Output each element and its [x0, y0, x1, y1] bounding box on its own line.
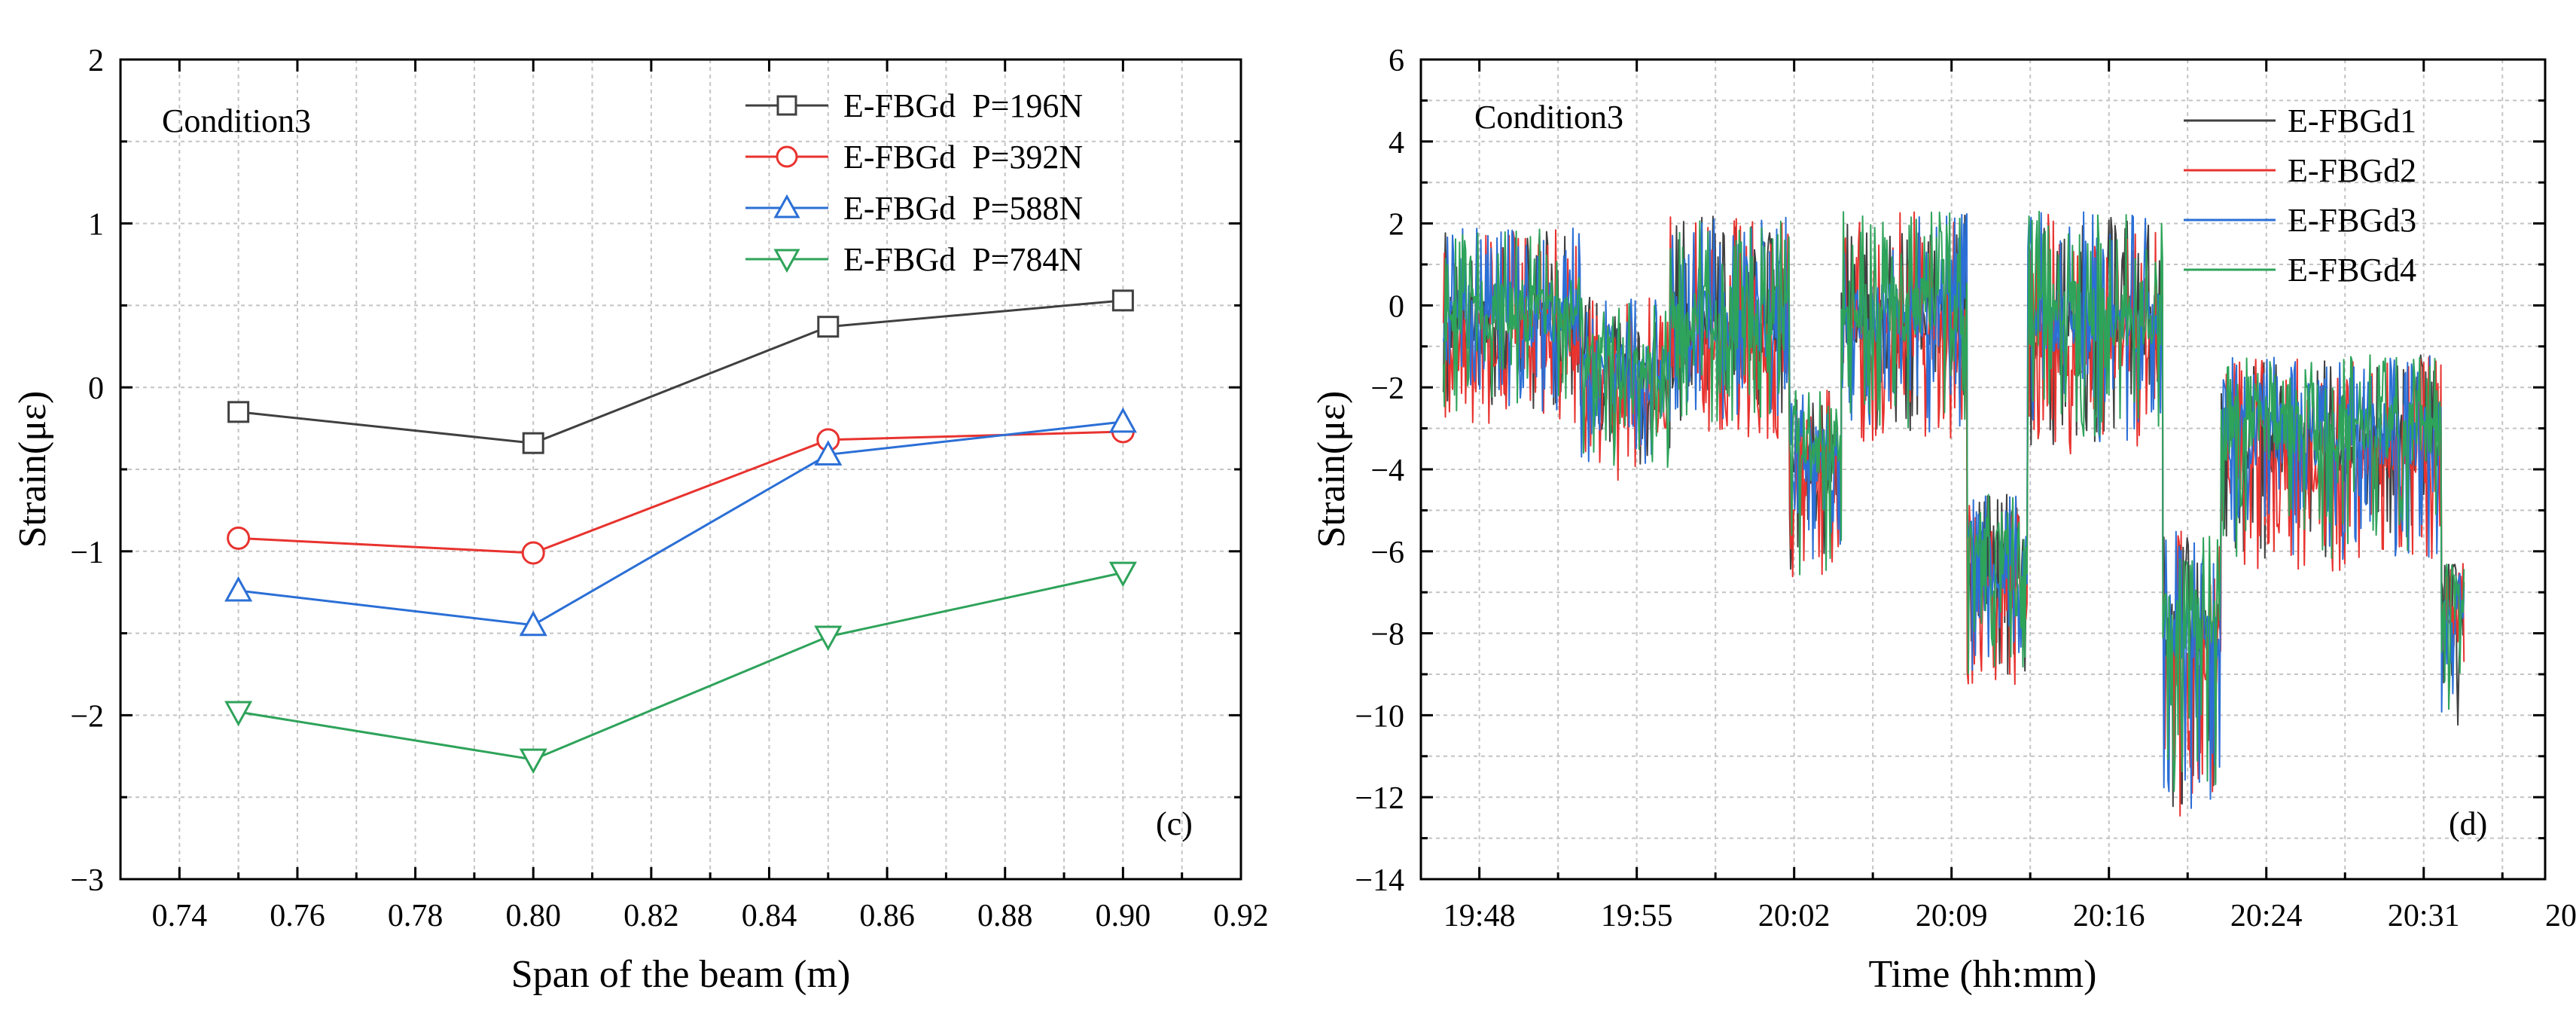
x-tick-label: 20:16 — [2073, 899, 2145, 933]
x-tick-label: 0.78 — [388, 899, 444, 933]
legend-label-4: E-FBGd P=784N — [843, 241, 1083, 278]
x-tick-label: 20:24 — [2230, 899, 2303, 933]
y-tick-label: 4 — [1389, 126, 1404, 160]
data-point-s3-1 — [224, 576, 253, 602]
x-tick-label: 0.82 — [623, 899, 679, 933]
x-tick-label: 19:48 — [1443, 899, 1516, 933]
x-tick-label: 0.74 — [152, 899, 208, 933]
x-tick-label: 19:55 — [1601, 899, 1673, 933]
legend-c: E-FBGd P=196N E-FBGd P=392N E-FBGd P=588N E… — [745, 87, 1083, 278]
y-tick-label: −8 — [1370, 618, 1404, 652]
y-tick-label: 0 — [1389, 289, 1404, 324]
y-tick-label: 6 — [1389, 44, 1404, 78]
series-line-4 — [238, 571, 1123, 761]
x-tick-label: 0.88 — [977, 899, 1033, 933]
data-point-s1-4 — [1111, 289, 1134, 312]
data-point-s3-4 — [1108, 407, 1137, 433]
data-point-s2-2 — [521, 541, 545, 565]
data-point-s3-3 — [814, 440, 843, 466]
series-c — [224, 289, 1137, 774]
data-point-s4-3 — [814, 625, 843, 652]
panel-label-d: (d) — [2449, 805, 2487, 842]
legend-d: E-FBGd1 E-FBGd2 E-FBGd3 E-FBGd4 — [2184, 102, 2416, 289]
y-tick-label: −6 — [1370, 536, 1404, 570]
series-d — [1442, 210, 2465, 817]
series-line-3 — [238, 420, 1123, 627]
x-tick-label: 20:38 — [2545, 899, 2576, 933]
y-tick-label: 0 — [88, 371, 104, 406]
x-tick-label: 0.92 — [1213, 899, 1269, 933]
x-tick-label: 0.90 — [1096, 899, 1151, 933]
legend-label-4: E-FBGd4 — [2288, 252, 2416, 289]
data-point-s1-1 — [227, 401, 250, 423]
data-point-s4-4 — [1108, 561, 1137, 588]
x-axis-title-c: Span of the beam (m) — [511, 953, 851, 996]
grid-d — [1421, 60, 2545, 879]
ticks-c: −3 −2 −1 0 1 2 0.74 0.76 0.78 0.80 0.82 0.84 0.86 0.8… — [70, 44, 1268, 933]
condition-label-c: Condition3 — [162, 102, 311, 139]
data-point-s4-1 — [224, 701, 253, 727]
y-tick-label: 2 — [88, 44, 104, 78]
legend-label-3: E-FBGd P=588N — [843, 190, 1083, 227]
x-tick-label: 0.80 — [505, 899, 561, 933]
x-tick-label: 20:09 — [1916, 899, 1988, 933]
y-tick-label: −14 — [1355, 863, 1404, 898]
y-tick-label: −2 — [1370, 371, 1404, 406]
x-tick-label: 20:02 — [1758, 899, 1831, 933]
y-tick-label: −12 — [1355, 781, 1404, 816]
series-line-2 — [238, 430, 1123, 554]
y-tick-label: 2 — [1389, 208, 1404, 243]
data-point-s1-3 — [817, 316, 840, 338]
legend-marker-1 — [776, 95, 797, 116]
y-tick-label: −10 — [1355, 699, 1404, 734]
chart-panel-c: −3 −2 −1 0 1 2 0.74 0.76 0.78 0.80 0.82 0.84 0.86 0.8… — [11, 44, 1269, 996]
condition-label-d: Condition3 — [1474, 99, 1623, 136]
y-tick-label: −4 — [1370, 454, 1404, 488]
legend-label-2: E-FBGd P=392N — [843, 139, 1083, 176]
y-tick-label: −2 — [70, 699, 104, 734]
x-tick-label: 20:31 — [2388, 899, 2460, 933]
grid-c — [120, 60, 1242, 879]
legend-marker-2 — [776, 145, 798, 168]
legend-label-3: E-FBGd3 — [2288, 202, 2416, 239]
y-axis-title-d: Strain(με) — [1310, 391, 1353, 548]
x-tick-label: 0.76 — [270, 899, 325, 933]
chart-panel-d: −14 −12 −10 −8 −6 −4 −2 0 2 4 6 19:48 19:55 20:02 20:0… — [1310, 44, 2576, 996]
x-tick-label: 0.84 — [742, 899, 797, 933]
panel-label-c: (c) — [1156, 805, 1193, 842]
data-point-s1-2 — [522, 432, 544, 454]
legend-label-2: E-FBGd2 — [2288, 152, 2416, 189]
data-point-s4-2 — [519, 748, 547, 774]
x-axis-title-d: Time (hh:mm) — [1869, 953, 2097, 996]
y-tick-label: −1 — [70, 536, 104, 570]
legend-marker-4 — [773, 249, 800, 273]
y-tick-label: 1 — [88, 208, 104, 243]
legend-marker-3 — [773, 194, 800, 218]
ticks-d: −14 −12 −10 −8 −6 −4 −2 0 2 4 6 19:48 19:55 20:02 20:0… — [1355, 44, 2576, 933]
y-axis-title-c: Strain(με) — [11, 391, 54, 548]
data-point-s3-2 — [519, 610, 547, 637]
data-point-s2-1 — [227, 526, 251, 550]
y-tick-label: −3 — [70, 863, 104, 898]
legend-label-1: E-FBGd1 — [2288, 102, 2416, 139]
legend-label-1: E-FBGd P=196N — [843, 87, 1083, 124]
series-line-1 — [238, 299, 1123, 444]
x-tick-label: 0.86 — [859, 899, 915, 933]
series-trace-4 — [1442, 210, 2465, 793]
